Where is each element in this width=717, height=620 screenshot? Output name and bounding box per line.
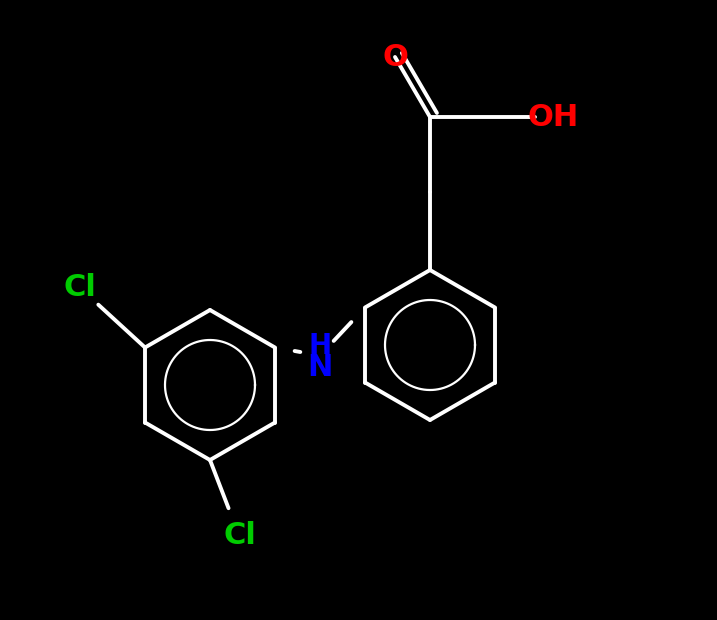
- Text: Cl: Cl: [224, 521, 257, 549]
- Text: H: H: [308, 332, 331, 360]
- Text: Cl: Cl: [64, 273, 97, 302]
- Text: N: N: [308, 353, 333, 382]
- Text: O: O: [382, 43, 408, 71]
- Text: OH: OH: [528, 102, 579, 131]
